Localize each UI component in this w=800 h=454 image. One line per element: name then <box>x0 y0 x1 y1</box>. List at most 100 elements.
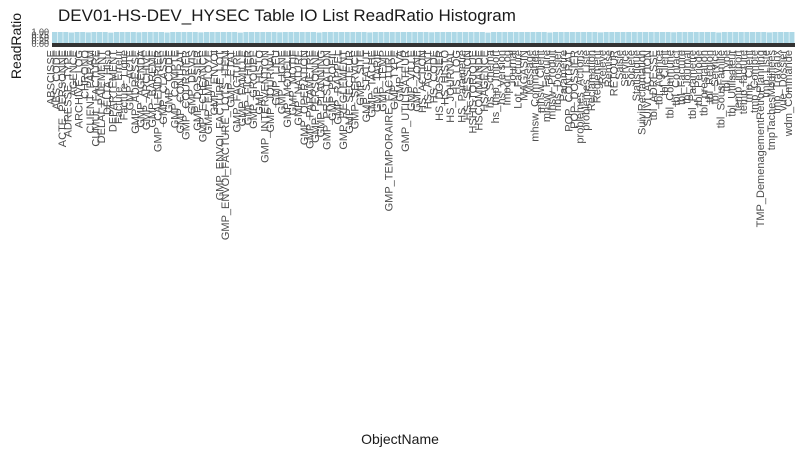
bar <box>620 32 626 44</box>
x-tick-label: GMP_REGLEMENT <box>338 50 350 150</box>
bar <box>97 32 103 44</box>
bar <box>288 32 294 44</box>
x-tick-label: CUMUL_FACTURE <box>91 50 103 147</box>
bar <box>355 32 362 44</box>
x-tick-label: Import_Log <box>501 50 513 106</box>
bar <box>451 32 457 44</box>
x-tick-label: GMP_OPERATION <box>299 50 311 145</box>
x-tick-label: POP_DOSSIER <box>569 50 581 129</box>
bar <box>249 32 255 44</box>
bar <box>547 32 553 44</box>
bar <box>592 32 598 44</box>
chart-title: DEV01-HS-DEV_HYSEC Table IO List ReadRat… <box>58 6 516 25</box>
bar <box>74 32 80 44</box>
bar <box>260 32 266 44</box>
bar <box>85 32 91 44</box>
x-tick-label: temp_import <box>732 50 744 111</box>
bar <box>761 32 767 44</box>
x-tick-label: GMP_CONTRAT <box>175 50 187 134</box>
x-tick-label: tbl_Region <box>704 50 716 103</box>
bar <box>339 32 345 44</box>
bar <box>350 32 356 44</box>
x-tick-label: GMP_TVA <box>395 49 407 101</box>
x-tick-label: HS_LOG <box>451 50 463 95</box>
bar <box>361 32 367 44</box>
bar <box>659 32 665 44</box>
bar <box>603 32 609 44</box>
bar <box>468 32 474 44</box>
x-tick-label: Lot_Facture <box>513 50 525 109</box>
bar <box>688 32 694 44</box>
bar <box>446 32 452 44</box>
x-tick-label: GMP_ENVOI_FACTURE_LOTS_ITEM <box>220 50 232 240</box>
bar <box>226 32 232 44</box>
bar <box>552 32 559 44</box>
bar <box>192 32 198 44</box>
bar <box>147 32 153 44</box>
x-tick-label: Statistique <box>631 50 643 101</box>
x-tick-label: HS_SESSION <box>462 50 474 120</box>
bar <box>558 32 564 44</box>
bar <box>367 32 373 44</box>
y-tick-label: 0.75 <box>31 30 49 40</box>
x-tick-label: HS_HISTO <box>440 50 452 105</box>
x-tick-label: SuiviReclamation <box>637 50 649 135</box>
bar <box>142 32 148 44</box>
x-tick-label: problemes_Liste <box>580 50 592 131</box>
x-tick-label: tbl_Periode <box>693 50 705 106</box>
bar <box>575 32 581 44</box>
x-tick-label: GMP_LIEU <box>271 50 283 106</box>
x-tick-label: GMP_SITE <box>355 50 367 106</box>
x-tick-label: Journal <box>507 50 519 86</box>
bar <box>271 32 277 44</box>
x-tick-label: GMP_SECTEUR <box>344 50 356 134</box>
x-tick-label: GMP_STATUT <box>361 50 373 123</box>
bar <box>457 32 463 44</box>
x-tick-label: mhsw_Facture <box>541 50 553 122</box>
bar <box>389 32 395 44</box>
bar <box>400 32 407 44</box>
bar <box>772 32 778 44</box>
bar <box>316 32 322 44</box>
bar <box>125 32 131 44</box>
x-tick-label: CLIENT_PARAM <box>85 50 97 134</box>
x-tick-label: RETOUR <box>608 50 620 96</box>
bar <box>294 32 300 44</box>
x-tick-label: GMP_PRESTATION <box>321 50 333 150</box>
bar <box>586 32 592 44</box>
bar <box>569 32 575 44</box>
bar <box>524 32 530 44</box>
bar <box>682 32 688 44</box>
x-tick-label: GMP_ENVOI <box>209 50 221 115</box>
bar <box>614 32 620 44</box>
bar <box>108 32 114 44</box>
x-tick-label: GMP_LIGNE <box>276 50 288 114</box>
x-tick-label: HS_JOURNAL <box>445 50 457 123</box>
bar <box>637 32 643 44</box>
x-tick-label: DELAI_PAIEMENT <box>96 50 108 144</box>
x-tick-label: GMP_FICHIER <box>243 50 255 125</box>
bar <box>699 32 705 44</box>
x-tick-label: tbl_Journal <box>682 50 694 104</box>
x-tick-label: wdm_Commande <box>783 50 795 137</box>
bar <box>277 32 283 44</box>
x-tick-label: nbs_Dossier <box>552 50 564 111</box>
bar <box>738 32 744 44</box>
x-tick-label: tbl_Facture <box>676 50 688 105</box>
bar <box>384 32 390 44</box>
x-tick-label: HS_ACTION <box>417 50 429 113</box>
x-tick-label: hs_tmp_Import <box>490 50 502 123</box>
bar <box>755 32 761 44</box>
x-tick-label: GMP_PROFIL <box>327 50 339 121</box>
x-tick-label: GMP_PARAMETRE <box>304 50 316 149</box>
x-tick-label: GMP_BAREME <box>147 50 159 128</box>
y-tick-label: 0.00 <box>31 39 49 49</box>
bar <box>187 32 193 44</box>
bar <box>220 32 226 44</box>
x-tick-label: GMP_INTERVENTION <box>259 50 271 163</box>
x-tick-label: GMP_DOSSIER <box>192 50 204 131</box>
x-tick-label: MAGASIN <box>518 50 530 101</box>
bar <box>158 32 165 44</box>
x-tick-label: DELTA_Histo <box>102 50 114 115</box>
bar <box>423 32 429 44</box>
